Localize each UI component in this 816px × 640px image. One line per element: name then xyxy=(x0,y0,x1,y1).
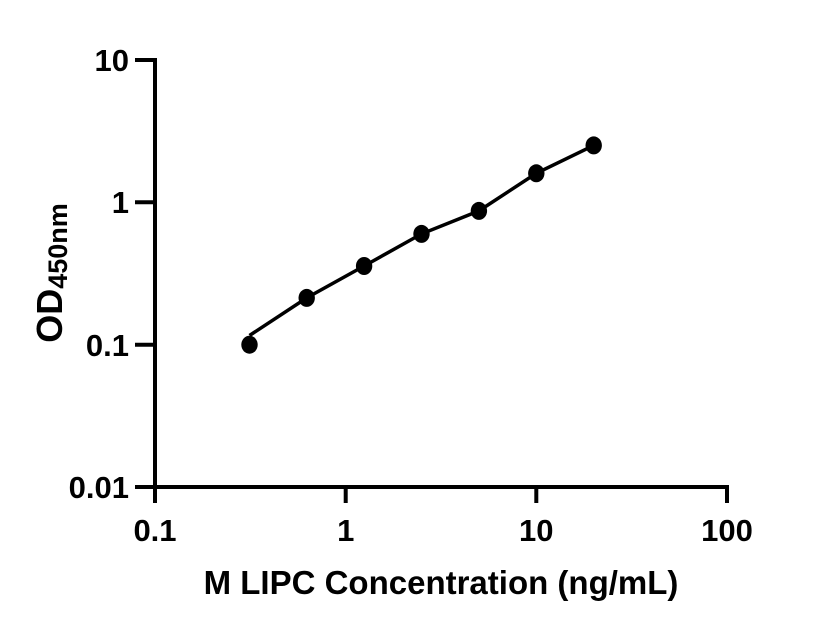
data-point-4 xyxy=(470,201,488,220)
data-point-0 xyxy=(241,335,258,354)
x-axis: 0.1 1 10 100 M LIPC Concentration (ng/mL… xyxy=(133,485,753,601)
y-tick-label: 10 xyxy=(95,43,129,78)
y-axis-title-subscript: 450nm xyxy=(43,203,73,289)
data-point-5 xyxy=(528,164,545,183)
data-point-2 xyxy=(355,257,373,275)
x-tick-label: 1 xyxy=(337,513,354,548)
x-tick-label: 100 xyxy=(701,513,753,548)
data-point-6 xyxy=(585,136,602,155)
series-layer xyxy=(241,136,602,354)
y-tick-label: 0.1 xyxy=(86,328,129,363)
x-tick-label: 0.1 xyxy=(133,513,176,548)
x-axis-title: M LIPC Concentration (ng/mL) xyxy=(204,564,679,601)
y-axis: 10 1 0.1 0.01 OD450nm xyxy=(29,43,157,505)
x-tick-label: 10 xyxy=(519,513,553,548)
y-tick-label: 1 xyxy=(112,185,129,220)
data-point-3 xyxy=(413,224,430,243)
y-axis-title: OD450nm xyxy=(29,203,73,343)
data-point-1 xyxy=(298,288,315,307)
y-tick-label: 0.01 xyxy=(69,470,129,505)
y-axis-title-main: OD xyxy=(29,289,70,343)
